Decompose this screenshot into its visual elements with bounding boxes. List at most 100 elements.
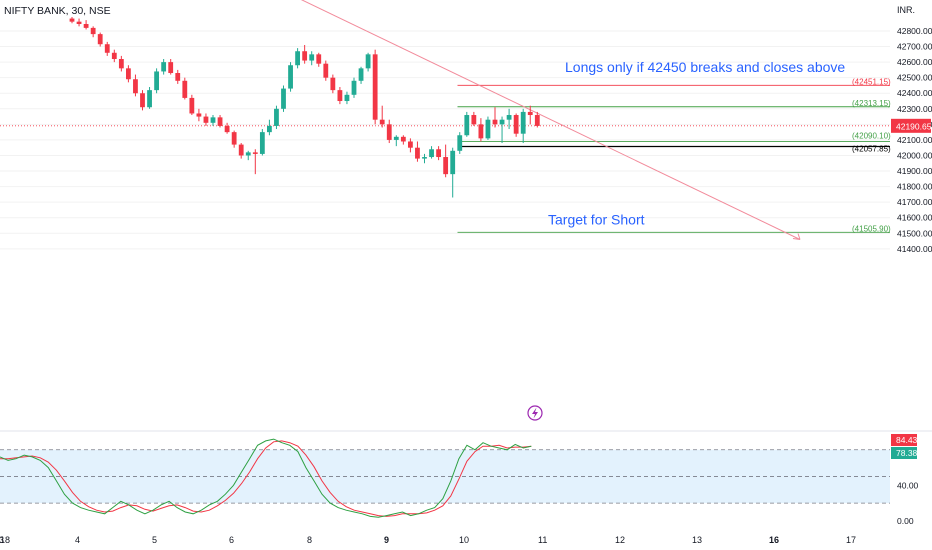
candle-body [274,108,279,126]
price-tick-label: 42100.00 [897,135,932,145]
stochastic-band [0,430,932,504]
candle-body [245,152,251,156]
candle-body [337,90,343,102]
candle-body [267,125,272,133]
currency-label: INR. [897,5,915,15]
candle-body [295,51,300,66]
candle-body [415,147,420,159]
time-tick-label: 17 [846,535,856,545]
candle-body [69,18,75,22]
time-tick-label: 5 [152,535,157,545]
symbol-title: NIFTY BANK, 30, NSE [4,5,111,17]
target-annotation[interactable]: Target for Short [548,212,645,228]
price-tick-label: 41900.00 [897,166,932,176]
candle-body [147,90,152,108]
price-tick-label: 41400.00 [897,244,932,254]
candle-body [302,51,308,61]
candle-body [104,44,110,53]
candle-body [168,62,174,74]
long-condition-annotation[interactable]: Longs only if 42450 breaks and closes ab… [565,59,845,75]
trendline-arrowhead [792,233,801,240]
candle-body [118,59,124,69]
candle-body [330,77,336,91]
candle-body [429,149,434,158]
candle-body [309,54,315,61]
flash-icon[interactable] [527,405,543,421]
candle-body [231,132,237,145]
candle-body [513,115,519,134]
price-tick-label: 42300.00 [897,104,932,114]
price-tick-label: 42500.00 [897,73,932,83]
price-tick-label: 41600.00 [897,213,932,223]
time-tick-label: 4 [75,535,80,545]
price-tick-label: 42000.00 [897,150,932,160]
horizontal-levels[interactable]: (42451.15) (42313.15) (42090.10) (42057.85)… [0,77,891,233]
candle-body [126,68,131,80]
candle-body [133,79,138,94]
time-tick-label: 16 [769,535,779,545]
candle-body [534,115,540,126]
candle-body [379,119,385,125]
candle-body [386,124,392,140]
candle-body [344,94,350,102]
candle-body [471,115,477,125]
candle-body [90,27,96,35]
candle-body [288,65,293,89]
last-price-value: 42190.65 [896,121,932,131]
candle-body [175,73,181,81]
candle-body [351,80,357,95]
stoch-k-tag [891,434,917,446]
stoch-d-line [0,440,532,517]
candle-body [316,54,322,64]
candle-body [154,71,159,91]
time-tick-label: 10 [459,535,469,545]
candle-body [520,111,526,134]
candle-body [372,54,378,120]
candle-body [499,119,505,125]
candle-body [393,136,399,140]
candle-body [83,23,89,28]
candle-body [365,54,371,69]
price-axis[interactable]: 42800.00 42700.00 42600.00 42500.00 42400.00… [891,26,932,526]
candle-body [259,132,265,154]
candle-body [161,62,167,72]
candle-body [203,116,209,123]
price-tick-label: 41700.00 [897,197,932,207]
candle-body [189,97,195,114]
price-tick-label: 41800.00 [897,182,932,192]
time-axis[interactable]: 4 5 6 8 9 10 11 12 13 16 17 183 [0,535,856,545]
candlesticks [69,16,540,198]
candle-body [182,80,188,98]
stochastic-lines [0,438,532,518]
candle-body [210,117,216,123]
price-tick-label: 42700.00 [897,42,932,52]
candle-body [485,119,491,139]
time-tick-label: 12 [615,535,625,545]
price-tick-label: 42400.00 [897,88,932,98]
last-price-tag [891,118,931,133]
stoch-d-value: 78.38 [896,448,918,458]
price-tick-label: 42800.00 [897,26,932,36]
candle-body [492,119,498,125]
candle-body [358,68,364,81]
candle-body [436,149,441,158]
candle-body [422,157,427,159]
candle-body [450,150,456,175]
candle-body [238,144,244,156]
candle-body [527,111,533,116]
trendline[interactable] [300,0,801,240]
candle-body [111,52,117,60]
time-tick-label: 18 [0,535,10,545]
stoch-k-line [0,438,532,518]
stoch-tick-label: 0.00 [897,516,914,526]
candle-body [443,157,449,175]
candle-body [457,135,463,151]
level-price-label-target: (41505.90) [852,224,891,233]
time-tick-label: 3 [0,535,4,545]
candle-body [217,117,223,126]
trendline-line [300,0,801,240]
time-tick-label: 6 [229,535,234,545]
grid [0,30,890,250]
candle-body [252,152,258,154]
